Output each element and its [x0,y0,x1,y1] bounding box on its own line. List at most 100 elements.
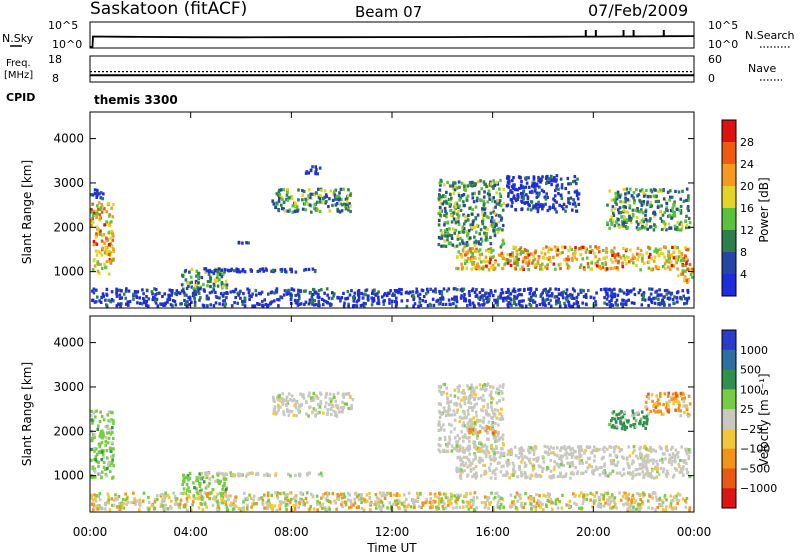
data-cell [301,198,304,202]
data-cell [461,460,464,464]
data-cell [291,204,295,208]
data-cell [282,413,286,417]
data-cell [105,259,109,264]
data-cell [234,287,238,291]
data-cell [206,494,209,499]
data-cell [98,420,102,424]
data-cell [325,199,328,204]
data-cell [315,394,319,399]
data-cell [467,213,470,217]
data-cell [674,259,678,263]
data-cell [482,265,485,269]
data-cell [450,444,454,448]
data-cell [500,435,503,440]
data-cell [383,496,387,500]
data-cell [438,415,442,420]
data-cell [522,448,525,452]
data-cell [352,299,356,303]
data-cell [110,298,114,302]
data-cell [638,463,642,467]
noise-panel: N.Sky 10^5 10^0 10^5 10^0 N.Search [2,19,795,51]
data-cell [292,413,296,417]
data-cell [396,499,399,503]
data-cell [98,434,102,438]
data-cell [282,397,285,401]
data-cell [578,459,581,463]
data-cell [105,474,108,478]
data-cell [679,204,683,208]
data-cell [166,297,170,301]
data-cell [636,467,639,472]
data-cell [276,496,280,500]
data-cell [110,461,114,465]
data-cell [644,462,648,466]
data-cell [90,409,93,413]
data-cell [654,188,657,192]
data-cell [464,253,467,257]
data-cell [230,501,233,505]
data-cell [241,299,244,303]
data-cell [463,215,467,219]
data-cell [249,496,253,500]
data-cell [679,255,683,259]
data-cell [199,477,203,481]
data-cell [483,495,487,499]
data-cell [366,499,369,504]
data-cell [564,186,567,191]
data-cell [259,267,262,272]
data-cell [512,287,516,291]
data-cell [285,289,288,293]
data-cell [108,221,112,225]
data-cell [475,199,479,203]
data-cell [619,498,623,502]
data-cell [531,496,534,500]
data-cell [280,206,284,211]
data-cell [665,445,668,449]
data-cell [298,403,301,407]
data-cell [565,288,569,292]
data-cell [623,205,626,209]
data-cell [453,202,457,206]
data-cell [494,222,498,226]
data-cell [341,500,344,504]
data-cell [104,439,107,443]
data-cell [483,443,487,447]
data-cell [438,218,441,222]
data-cell [175,293,179,297]
data-cell [398,290,401,294]
data-cell [489,500,493,505]
data-cell [514,267,517,271]
data-cell [448,192,452,196]
data-cell [445,211,448,216]
data-cell [471,220,475,224]
data-cell [610,198,613,202]
data-cell [492,497,496,501]
data-cell [150,504,154,508]
data-cell [448,184,452,188]
data-cell [109,455,113,459]
data-cell [471,301,475,305]
data-cell [495,444,498,448]
data-cell [458,444,462,448]
data-cell [613,255,617,259]
data-cell [90,210,93,214]
data-cell [506,290,510,294]
data-cell [499,245,503,249]
data-cell [452,409,456,413]
data-cell [463,292,466,297]
data-cell [631,214,635,218]
data-cell [547,177,551,181]
data-cell [663,255,666,259]
data-cell [147,495,150,499]
data-cell [102,418,106,422]
data-cell [440,234,444,238]
data-cell [669,189,672,193]
data-cell [472,458,475,462]
data-cell [349,204,352,208]
data-cell [534,265,537,269]
data-cell [615,197,619,201]
data-cell [91,217,94,221]
data-cell [501,397,505,401]
data-cell [234,504,238,508]
data-cell [112,419,115,423]
